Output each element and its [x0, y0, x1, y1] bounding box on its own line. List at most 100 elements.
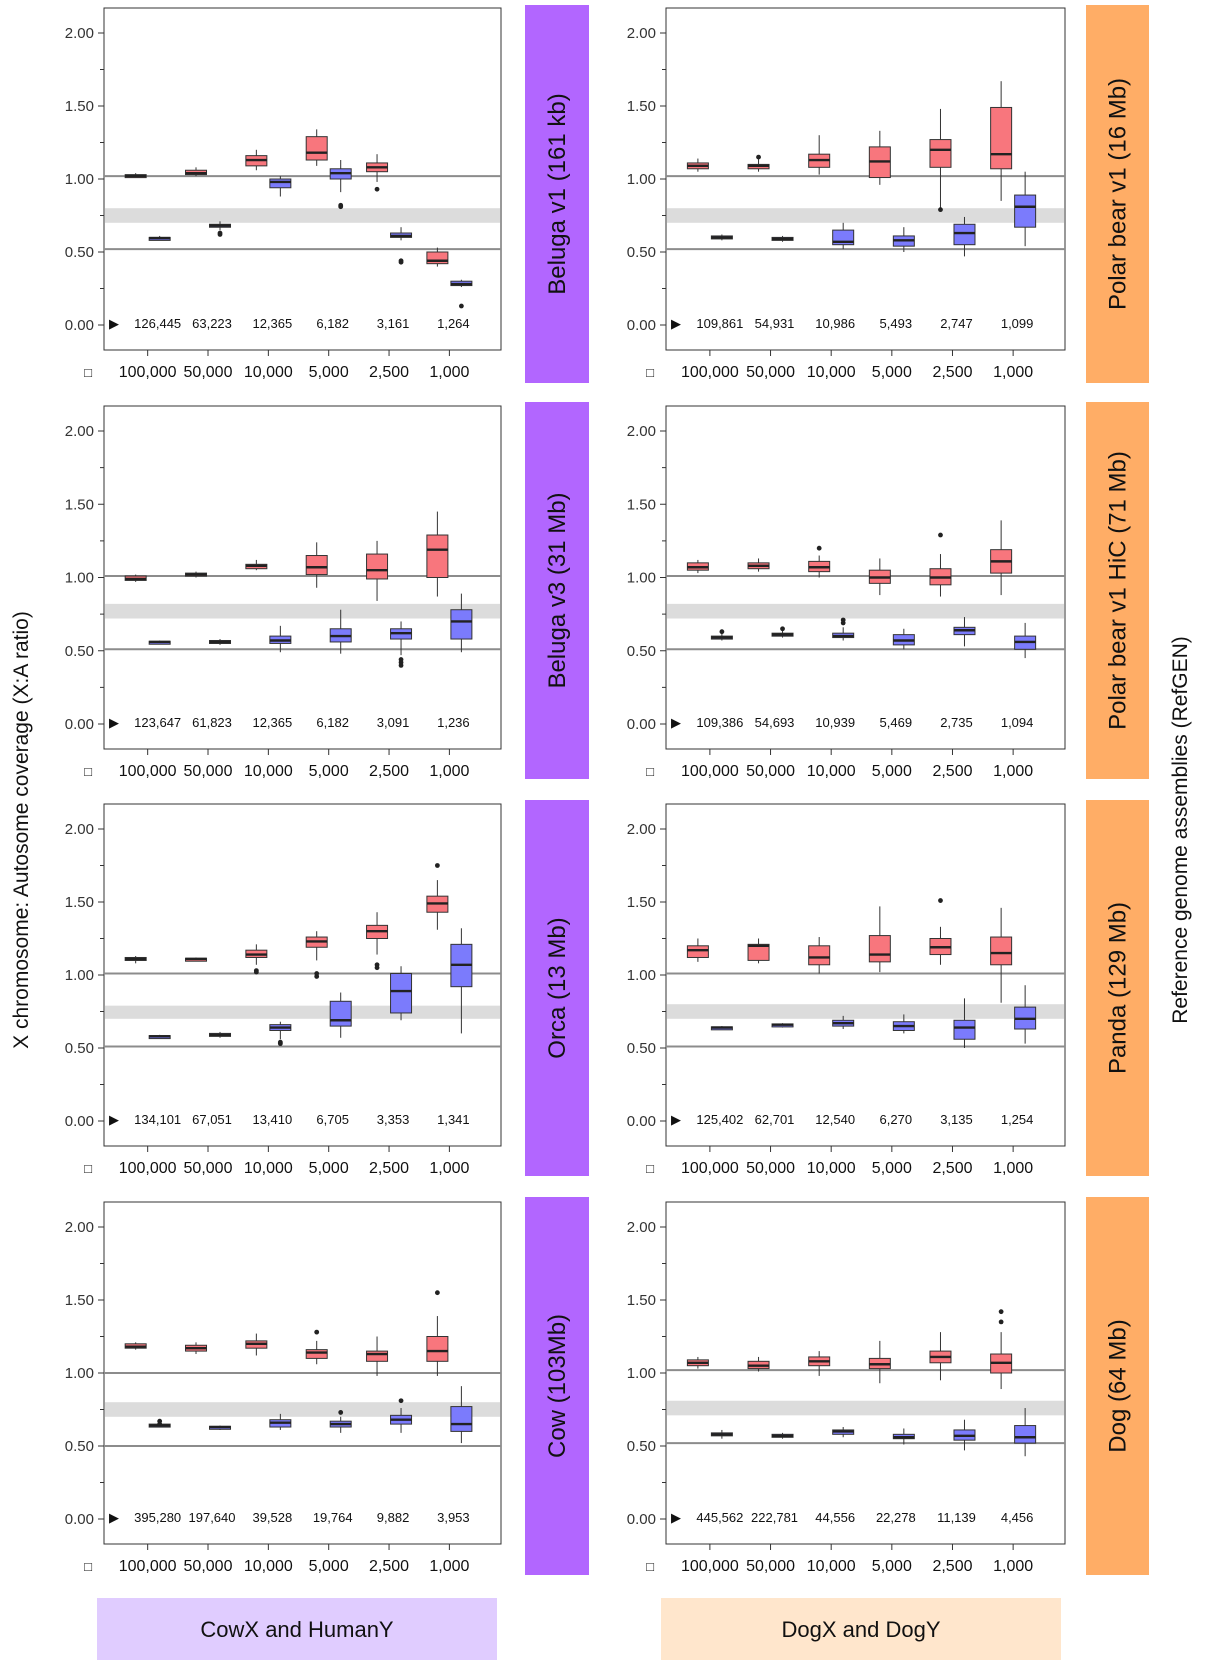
- box: [305, 555, 328, 576]
- y-tick-label: 1.00: [627, 1365, 656, 1382]
- y-tick-label: 1.00: [627, 570, 656, 587]
- outlier-point: [938, 898, 943, 903]
- square-icon: □: [646, 764, 654, 779]
- y-tick-label: 2.00: [65, 423, 94, 440]
- y-tick-label: 0.00: [627, 317, 656, 334]
- count-label: 1,341: [437, 1112, 470, 1127]
- chart-panel: 0.00 0.50 1.00 1.50 2.00 100,000 50,000 10,000 5…: [65, 800, 589, 1177]
- right-axis-title: Reference genome assemblies (RefGEN): [1169, 636, 1192, 1024]
- y-tick-label: 0.00: [65, 716, 94, 733]
- box: [450, 609, 473, 640]
- triangle-icon: ▶: [671, 1510, 681, 1525]
- panel-strip: [525, 1197, 589, 1575]
- x-tick-label: 100,000: [119, 364, 177, 381]
- y-tick-label: 0.00: [627, 1113, 656, 1130]
- x-tick-label: 5,000: [309, 1558, 349, 1575]
- y-tick-label: 2.00: [627, 423, 656, 440]
- y-tick-label: 0.00: [65, 1113, 94, 1130]
- y-tick-label: 1.00: [65, 570, 94, 587]
- count-label: 3,161: [377, 316, 410, 331]
- x-tick-label: 10,000: [807, 364, 856, 381]
- x-tick-label: 1,000: [993, 1558, 1033, 1575]
- box: [305, 136, 328, 161]
- count-label: 134,101: [134, 1112, 181, 1127]
- y-tick-label: 1.50: [627, 496, 656, 513]
- box: [686, 945, 709, 958]
- chart-panel: 0.00 0.50 1.00 1.50 2.00 100,000 50,000 10,000 5…: [627, 5, 1149, 383]
- panel-strip: [1086, 1197, 1149, 1575]
- box: [953, 223, 976, 246]
- outlier-point: [998, 1309, 1004, 1315]
- x-tick-label: 100,000: [681, 1160, 739, 1177]
- x-tick-label: 50,000: [746, 763, 795, 780]
- shaded-range: [105, 208, 500, 223]
- outlier-point: [434, 1290, 440, 1296]
- box: [747, 943, 770, 961]
- plot-frame: [665, 405, 1066, 750]
- chart-panel: 0.00 0.50 1.00 1.50 2.00 100,000 50,000 10,000 5…: [627, 1197, 1149, 1575]
- x-tick-label: 10,000: [244, 763, 293, 780]
- plot-frame: [665, 803, 1066, 1147]
- box: [329, 1000, 352, 1027]
- outlier-point: [756, 154, 761, 160]
- shaded-range: [105, 603, 500, 619]
- x-tick-label: 2,500: [932, 1160, 972, 1177]
- y-tick-label: 1.50: [627, 894, 656, 911]
- x-tick-label: 2,500: [932, 364, 972, 381]
- column-band-label: DogX and DogY: [782, 1617, 941, 1642]
- count-label: 2,735: [940, 715, 973, 730]
- count-label: 6,705: [316, 1112, 349, 1127]
- outlier-point: [338, 204, 344, 210]
- count-label: 2,747: [940, 316, 973, 331]
- x-tick-label: 1,000: [429, 364, 469, 381]
- x-tick-label: 50,000: [184, 364, 233, 381]
- y-tick-label: 2.00: [65, 821, 94, 838]
- count-label: 1,236: [437, 715, 470, 730]
- count-label: 3,091: [377, 715, 410, 730]
- outlier-point: [816, 545, 822, 551]
- count-label: 10,939: [815, 715, 855, 730]
- x-tick-label: 100,000: [681, 364, 739, 381]
- box: [1014, 1425, 1037, 1444]
- panel-strip: [1086, 5, 1149, 383]
- outlier-point: [277, 1039, 283, 1045]
- box: [426, 1336, 449, 1362]
- x-tick-label: 5,000: [309, 763, 349, 780]
- plot-frame: [103, 7, 502, 351]
- box: [990, 936, 1013, 966]
- box: [868, 935, 891, 963]
- y-tick-label: 2.00: [627, 821, 656, 838]
- count-label: 9,882: [377, 1510, 410, 1525]
- count-label: 22,278: [876, 1510, 916, 1525]
- square-icon: □: [646, 1559, 654, 1574]
- x-tick-label: 10,000: [807, 763, 856, 780]
- outlier-point: [314, 974, 320, 979]
- y-tick-label: 2.00: [65, 1219, 94, 1236]
- count-label: 11,139: [937, 1510, 976, 1525]
- x-tick-label: 2,500: [369, 1160, 409, 1177]
- count-label: 1,254: [1001, 1112, 1034, 1127]
- x-tick-label: 100,000: [681, 763, 739, 780]
- y-tick-label: 1.00: [65, 967, 94, 984]
- outlier-point: [314, 1329, 320, 1335]
- panel-strip: [525, 800, 589, 1176]
- y-tick-label: 1.50: [65, 894, 94, 911]
- y-tick-label: 2.00: [627, 1219, 656, 1236]
- x-tick-label: 50,000: [746, 1160, 795, 1177]
- box: [808, 945, 831, 966]
- box: [305, 1349, 328, 1359]
- count-label: 126,445: [134, 316, 181, 331]
- count-label: 67,051: [192, 1112, 232, 1127]
- count-label: 395,280: [134, 1510, 181, 1525]
- count-label: 109,861: [696, 316, 743, 331]
- y-tick-label: 0.50: [627, 1438, 656, 1455]
- square-icon: □: [84, 1161, 92, 1176]
- count-label: 13,410: [252, 1112, 292, 1127]
- y-tick-label: 0.50: [627, 244, 656, 261]
- x-tick-label: 2,500: [369, 364, 409, 381]
- x-tick-label: 5,000: [872, 763, 912, 780]
- outlier-point: [338, 1410, 344, 1415]
- x-tick-label: 50,000: [746, 1558, 795, 1575]
- y-tick-label: 1.50: [65, 1292, 94, 1309]
